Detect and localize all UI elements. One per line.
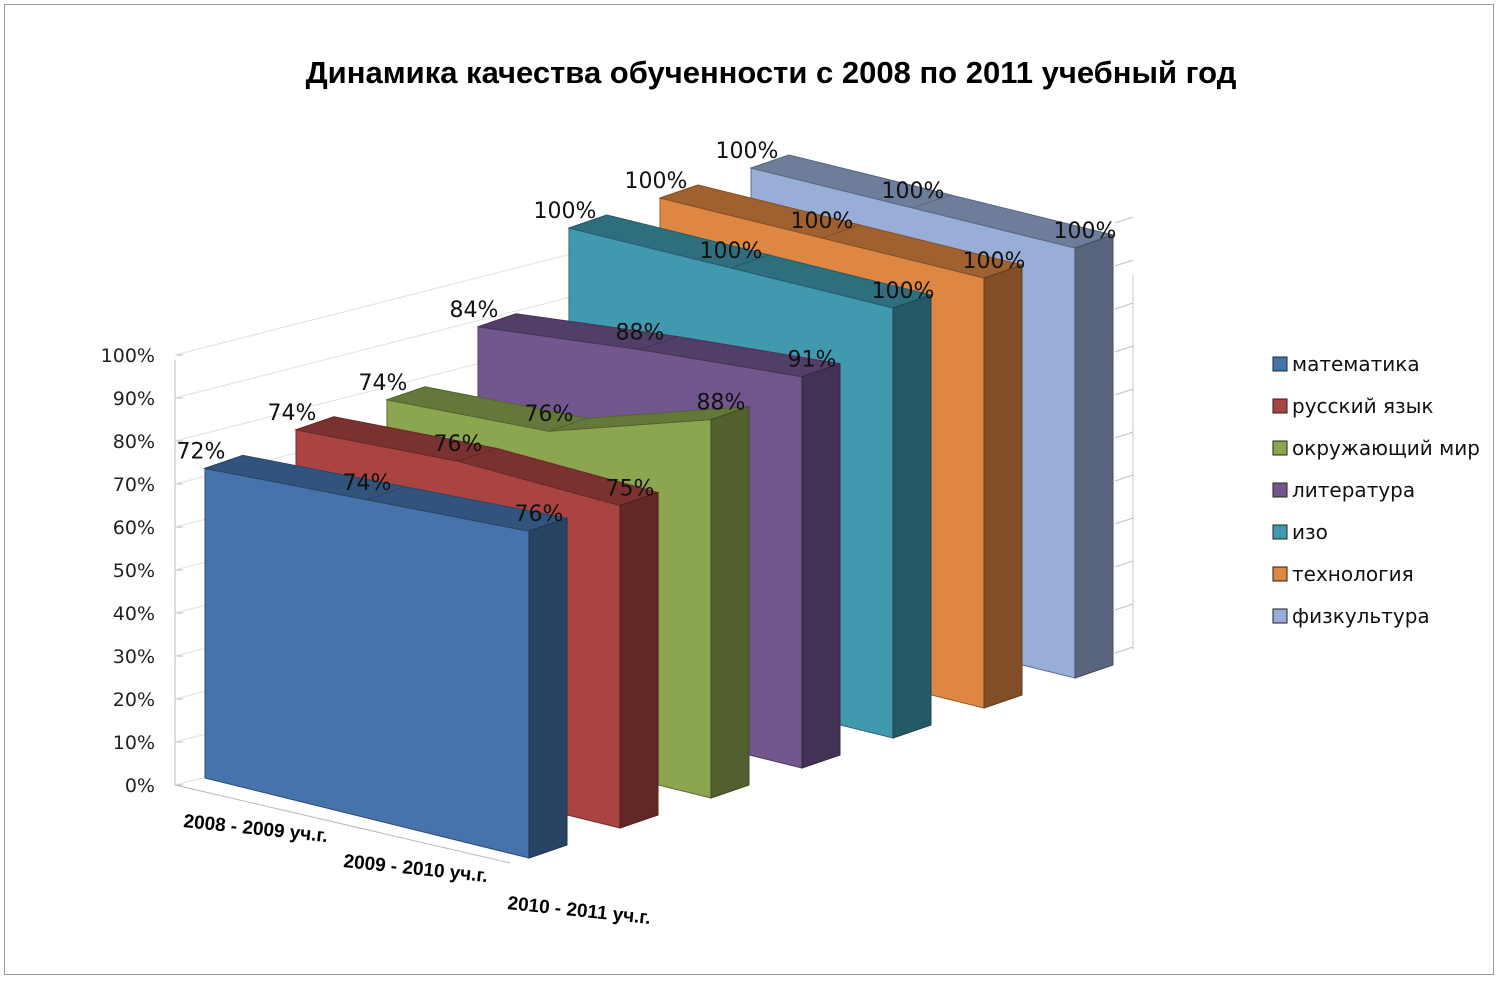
y-tick-label: 0% xyxy=(125,775,155,797)
ribbon-left-edge xyxy=(750,154,790,169)
legend-label: математика xyxy=(1292,352,1420,376)
category-label: 2010 - 2011 уч.г. xyxy=(506,893,651,929)
category-label: 2009 - 2010 уч.г. xyxy=(342,851,488,887)
legend-label: физкультура xyxy=(1292,604,1430,628)
legend-label: русский язык xyxy=(1292,394,1434,418)
data-label: 74% xyxy=(343,471,392,496)
data-label: 100% xyxy=(963,249,1026,274)
legend-item: физкультура xyxy=(1272,604,1430,628)
gridline-right xyxy=(1114,431,1134,439)
data-label: 72% xyxy=(177,439,226,464)
ribbon-left-edge xyxy=(386,386,426,401)
data-label: 100% xyxy=(882,179,945,204)
gridline-right xyxy=(1114,302,1134,310)
gridline-right xyxy=(1114,474,1134,482)
legend-label: изо xyxy=(1292,520,1328,544)
data-label: 100% xyxy=(534,199,597,224)
data-label: 100% xyxy=(625,169,688,194)
ribbon-end-face xyxy=(801,363,841,769)
legend-swatch xyxy=(1272,524,1288,540)
legend-swatch xyxy=(1272,566,1288,582)
legend-item: математика xyxy=(1272,352,1420,376)
gridline-right xyxy=(1114,646,1134,654)
data-label: 91% xyxy=(788,348,837,373)
ribbon-left-edge xyxy=(659,184,699,199)
y-tick-label: 90% xyxy=(113,388,155,410)
data-label: 88% xyxy=(697,391,746,416)
gridline-right xyxy=(1114,603,1134,611)
y-tick-label: 20% xyxy=(113,689,155,711)
data-label: 100% xyxy=(716,139,779,164)
y-tick-label: 80% xyxy=(113,431,155,453)
series-ribbon xyxy=(203,454,569,859)
ribbon-front-face xyxy=(204,467,530,859)
y-tick-label: 70% xyxy=(113,474,155,496)
legend-label: технология xyxy=(1292,562,1414,586)
ribbon-end-face xyxy=(528,517,568,859)
data-label: 100% xyxy=(872,279,935,304)
ribbon-left-edge xyxy=(568,214,608,229)
legend-item: окружающий мир xyxy=(1272,436,1480,460)
gridline-right xyxy=(1114,560,1134,568)
data-label: 100% xyxy=(1054,219,1117,244)
gridline-right xyxy=(1114,216,1134,224)
gridline-right xyxy=(1114,517,1134,525)
legend-item: литература xyxy=(1272,478,1415,502)
y-tick-label: 60% xyxy=(113,517,155,539)
data-label: 74% xyxy=(359,371,408,396)
legend-swatch xyxy=(1272,398,1288,414)
legend-swatch xyxy=(1272,482,1288,498)
data-label: 100% xyxy=(700,239,763,264)
legend: математика русский язык окружающий мир лите… xyxy=(1272,352,1480,628)
data-label: 84% xyxy=(450,298,499,323)
legend-swatch xyxy=(1272,608,1288,624)
ribbon-left-edge xyxy=(204,454,244,469)
y-tick-label: 40% xyxy=(113,603,155,625)
y-tick-label: 30% xyxy=(113,646,155,668)
data-label: 74% xyxy=(268,401,317,426)
ribbon-end-face xyxy=(892,294,932,739)
data-label: 76% xyxy=(434,432,483,457)
y-axis-ticks: 0% 10% 20% 30% 40% 50% 60% 70% 80% 90% 100% xyxy=(101,345,155,797)
legend-label: литература xyxy=(1292,478,1415,502)
data-label: 88% xyxy=(616,321,665,346)
chart-canvas: Динамика качества обученности с 2008 по … xyxy=(101,55,1480,929)
y-tick-label: 100% xyxy=(101,345,155,367)
data-label: 75% xyxy=(606,477,655,502)
gridline-right xyxy=(1114,388,1134,396)
y-tick-label: 10% xyxy=(113,732,155,754)
ribbon-left-edge xyxy=(295,416,335,431)
legend-label: окружающий мир xyxy=(1292,436,1480,460)
data-label: 100% xyxy=(791,209,854,234)
ribbon-end-face xyxy=(983,264,1023,709)
legend-swatch xyxy=(1272,356,1288,372)
data-labels: 100% 100% 100% 100% 100% 100% 100% 100% 100% 84% 8… xyxy=(177,139,1117,527)
category-label: 2008 - 2009 уч.г. xyxy=(182,811,328,847)
legend-item: изо xyxy=(1272,520,1328,544)
data-label: 76% xyxy=(525,402,574,427)
ribbon-end-face xyxy=(710,405,750,799)
ribbon-end-face xyxy=(1074,234,1114,679)
legend-item: технология xyxy=(1272,562,1414,586)
y-tick-label: 50% xyxy=(113,560,155,582)
chart-frame: Динамика качества обученности с 2008 по … xyxy=(4,4,1494,975)
gridline-right xyxy=(1114,345,1134,353)
x-axis-line xyxy=(174,784,511,864)
chart-title: Динамика качества обученности с 2008 по … xyxy=(306,55,1237,90)
ribbon-left-edge xyxy=(477,313,517,328)
ribbon-end-face xyxy=(619,491,659,829)
legend-item: русский язык xyxy=(1272,394,1434,418)
chart-ribbons xyxy=(203,154,1115,859)
gridline-right xyxy=(1114,259,1134,267)
data-label: 76% xyxy=(515,502,564,527)
legend-swatch xyxy=(1272,440,1288,456)
